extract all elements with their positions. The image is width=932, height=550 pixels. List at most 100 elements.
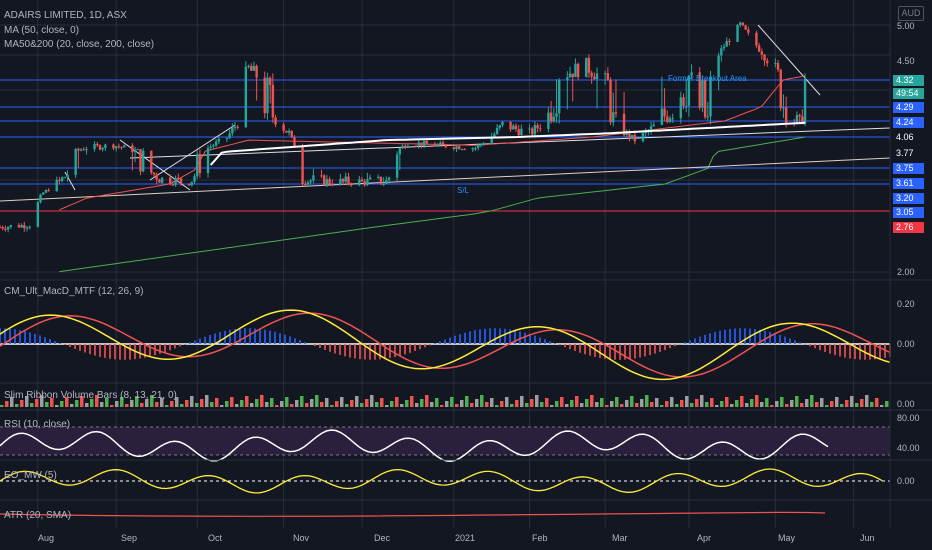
volume-bar-132: [660, 405, 664, 407]
volume-bar-149: [745, 403, 749, 407]
volume-bar-0: [0, 405, 4, 407]
macd-legend[interactable]: CM_Ult_MacD_MTF (12, 26, 9): [4, 286, 144, 297]
volume-bar-126: [630, 396, 634, 407]
volume-bar-10: [50, 398, 54, 407]
candle-body-146: [549, 112, 553, 122]
macd-histogram-bar-130: [649, 344, 651, 356]
volume-bar-5: [25, 396, 29, 407]
candle-body-212: [798, 114, 801, 117]
macd-histogram-bar-51: [254, 328, 256, 344]
volume-bar-145: [725, 397, 729, 407]
candle-body-162: [609, 80, 612, 123]
candle-body-164: [614, 112, 618, 114]
pane-separators[interactable]: [0, 0, 932, 528]
macd-histogram-bar-157: [784, 336, 786, 344]
candle-body-62: [231, 127, 234, 134]
rsi-legend[interactable]: RSI (10, close): [4, 419, 71, 430]
macd-histogram-bar-58: [289, 336, 291, 344]
macd-histogram-bar-12: [59, 342, 61, 344]
candle-body-195: [736, 25, 739, 42]
macd-histogram-bar-32: [159, 344, 161, 354]
month-label-6: Feb: [532, 533, 548, 543]
candle-body-198: [744, 25, 747, 30]
eo-legend[interactable]: EO_MW (5): [4, 470, 57, 481]
volume-bar-127: [635, 403, 639, 407]
volume-bar-62: [310, 399, 314, 407]
macd-histogram-bar-103: [514, 330, 516, 344]
macd-histogram-bar-50: [249, 328, 251, 344]
candle-body-41: [152, 172, 156, 175]
volume-bar-92: [460, 400, 464, 407]
candle-body-132: [495, 127, 499, 134]
macd-histogram-bar-4: [19, 330, 21, 344]
macd-histogram-bar-38: [189, 342, 191, 344]
volume-bar-65: [325, 398, 329, 407]
candle-body-51: [190, 181, 194, 186]
volume-bar-79: [395, 397, 399, 407]
macd-histogram-bar-18: [89, 344, 91, 355]
volume-bar-27: [135, 396, 139, 407]
macd-histogram-bar-44: [219, 332, 221, 344]
month-label-5: 2021: [455, 533, 476, 543]
candle-body-168: [630, 134, 634, 139]
macd-histogram-bar-2: [9, 328, 11, 344]
macd-histogram-bar-98: [489, 328, 491, 344]
candle-body-137: [514, 125, 518, 130]
atr-legend[interactable]: ATR (20, SMA): [4, 510, 72, 521]
macd-histogram-bar-108: [539, 337, 541, 344]
volume-bar-174: [870, 402, 874, 407]
candle-body-201: [757, 45, 761, 52]
macd-histogram-bar-85: [424, 344, 426, 348]
macd-histogram-bar-61: [304, 342, 306, 344]
macd-histogram-bar-126: [629, 344, 631, 360]
macd-histogram-bar-24: [119, 344, 121, 360]
month-label-4: Dec: [374, 533, 391, 543]
candle-body-79: [293, 137, 296, 146]
month-label-2: Oct: [208, 533, 223, 543]
atr-line: [0, 511, 826, 517]
volume-bar-164: [820, 398, 824, 407]
volume-bar-18: [90, 399, 94, 407]
candle-body-25: [93, 144, 96, 150]
candle-body-91: [341, 178, 345, 182]
candle-body-147: [552, 116, 556, 122]
candle-body-150: [566, 77, 569, 81]
volume-bar-56: [280, 401, 284, 407]
candle-body-92: [344, 176, 347, 182]
volume-bar-142: [710, 398, 714, 407]
macd-histogram-bar-139: [694, 338, 696, 344]
candle-body-156: [587, 57, 591, 73]
volume-bar-89: [445, 401, 449, 407]
volume-bar-139: [695, 399, 699, 407]
volume-bar-86: [430, 402, 434, 407]
candle-body-159: [595, 73, 599, 80]
axis-label-macd-0: 0.20: [897, 299, 915, 309]
volume-bar-33: [165, 405, 169, 407]
axis-label-main-2: 2.00: [897, 267, 915, 277]
volume-legend[interactable]: Slim Ribbon Volume Bars (8, 13, 21, 0): [4, 390, 177, 401]
trend-lines[interactable]: [0, 24, 891, 202]
macd-histogram-bar-156: [779, 334, 781, 344]
currency-badge[interactable]: AUD: [898, 6, 924, 21]
ma-legend[interactable]: MA (50, close, 0): [4, 25, 80, 36]
volume-bar-115: [575, 396, 579, 407]
candle-body-90: [339, 178, 342, 186]
volume-bar-122: [610, 401, 614, 407]
volume-bar-32: [160, 398, 164, 407]
volume-bar-73: [365, 399, 369, 407]
ma2-legend[interactable]: MA50&200 (20, close, 200, close): [4, 39, 155, 50]
macd-histogram-bar-158: [789, 338, 791, 344]
horizontal-levels[interactable]: [0, 79, 890, 212]
macd-histogram-bar-135: [674, 344, 676, 347]
atr-pane: [0, 511, 826, 517]
macd-histogram-bar-15: [74, 344, 76, 349]
volume-bar-51: [255, 399, 259, 407]
macd-histogram-bar-160: [799, 342, 801, 344]
candle-body-107: [401, 145, 404, 149]
volume-bar-111: [555, 401, 559, 407]
symbol-legend[interactable]: ADAIRS LIMITED, 1D, ASX: [4, 10, 127, 21]
candle-body-61: [228, 133, 231, 138]
candle-body-32: [117, 146, 121, 148]
macd-histogram-bar-124: [619, 344, 621, 360]
